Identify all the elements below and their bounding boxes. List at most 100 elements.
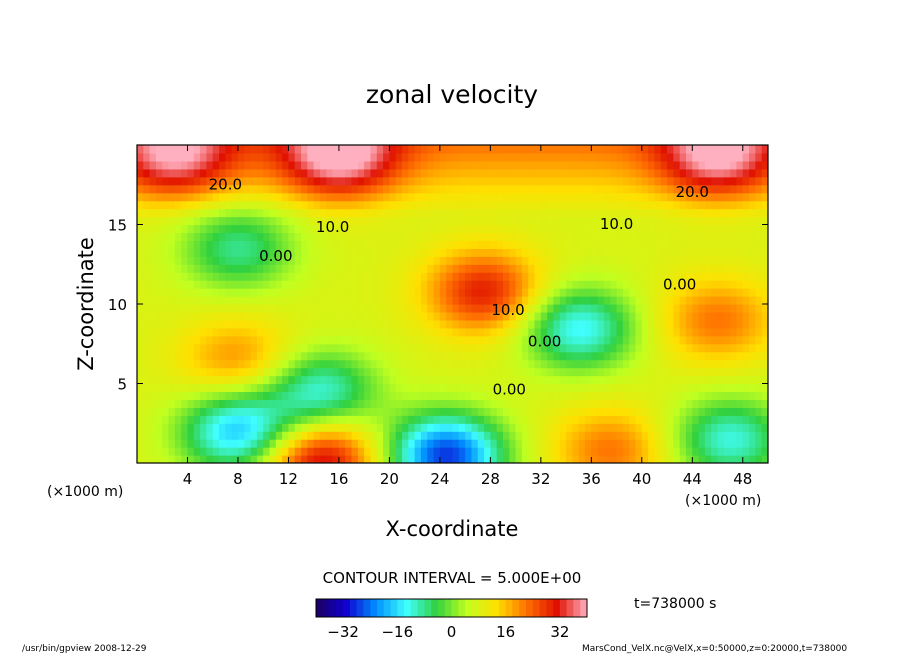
field-cell (269, 296, 277, 305)
field-cell (755, 351, 763, 361)
field-cell (591, 439, 599, 448)
field-cell (326, 335, 334, 345)
field-cell (585, 208, 592, 218)
field-cell (610, 327, 618, 337)
field-cell (433, 383, 441, 393)
field-cell (679, 240, 687, 249)
field-cell (648, 200, 656, 210)
field-cell (338, 359, 346, 369)
field-cell (174, 208, 182, 218)
field-cell (692, 407, 700, 416)
field-cell (667, 327, 674, 337)
field-cell (408, 383, 416, 393)
field-cell (269, 439, 277, 448)
field-cell (673, 288, 681, 297)
field-cell (585, 311, 592, 321)
field-cell (200, 232, 208, 241)
field-cell (509, 439, 517, 448)
field-cell (301, 192, 308, 202)
field-cell (206, 447, 214, 456)
field-cell (282, 145, 290, 154)
field-cell (389, 311, 397, 321)
field-cell (162, 367, 170, 377)
field-cell (654, 311, 662, 321)
field-cell (660, 184, 668, 194)
field-cell (439, 280, 447, 289)
field-cell (755, 447, 763, 456)
field-cell (629, 288, 637, 297)
field-cell (629, 216, 637, 226)
field-cell (540, 455, 548, 463)
field-cell (282, 375, 290, 385)
field-cell (200, 272, 208, 281)
field-cell (534, 367, 542, 377)
field-cell (692, 327, 700, 337)
field-cell (458, 415, 466, 424)
colorbar-segment (546, 599, 554, 617)
field-cell (673, 272, 681, 281)
field-cell (244, 184, 252, 194)
field-cell (559, 415, 567, 424)
field-cell (162, 200, 170, 210)
x-tick-label: 4 (183, 470, 193, 488)
field-cell (679, 343, 687, 353)
field-cell (345, 375, 353, 385)
field-cell (294, 311, 302, 321)
field-cell (521, 200, 529, 210)
field-cell (143, 208, 151, 218)
field-cell (452, 168, 460, 178)
field-cell (452, 359, 460, 369)
field-cell (685, 415, 693, 424)
field-cell (484, 192, 491, 202)
field-cell (515, 343, 523, 353)
field-cell (275, 304, 283, 313)
field-cell (667, 232, 674, 241)
field-cell (427, 216, 435, 226)
field-cell (509, 407, 517, 416)
field-cell (660, 359, 668, 369)
field-cell (496, 160, 504, 170)
field-cell (452, 415, 460, 424)
field-cell (509, 391, 517, 400)
field-cell (635, 439, 643, 448)
field-cell (660, 319, 668, 329)
field-cell (219, 327, 226, 337)
field-cell (338, 192, 346, 202)
field-cell (294, 399, 302, 408)
field-cell (585, 168, 592, 178)
field-cell (723, 304, 731, 313)
field-cell (162, 272, 170, 281)
field-cell (149, 375, 157, 385)
field-cell (244, 280, 252, 289)
field-cell (471, 335, 479, 345)
field-cell (667, 248, 674, 257)
field-cell (591, 224, 599, 234)
field-cell (667, 280, 674, 289)
field-cell (458, 367, 466, 377)
field-cell (629, 335, 637, 345)
field-cell (370, 160, 378, 170)
field-cell (313, 391, 321, 400)
field-cell (269, 200, 277, 210)
field-cell (761, 264, 768, 273)
field-cell (622, 399, 630, 408)
field-cell (629, 184, 637, 194)
field-cell (275, 288, 283, 297)
field-cell (566, 383, 573, 393)
field-cell (193, 152, 201, 162)
field-cell (345, 407, 353, 416)
field-cell (521, 423, 529, 432)
field-cell (452, 439, 460, 448)
field-cell (433, 216, 441, 226)
field-cell (559, 288, 567, 297)
field-cell (585, 423, 592, 432)
field-cell (622, 232, 630, 241)
footer-left: /usr/bin/gpview 2008-12-29 (22, 644, 147, 654)
field-cell (446, 383, 454, 393)
field-cell (143, 447, 151, 456)
field-cell (137, 359, 144, 369)
field-cell (484, 248, 491, 257)
footer-right: MarsCond_VelX.nc@VelX,x=0:50000,z=0:2000… (582, 644, 847, 654)
field-cell (559, 152, 567, 162)
field-cell (313, 168, 321, 178)
